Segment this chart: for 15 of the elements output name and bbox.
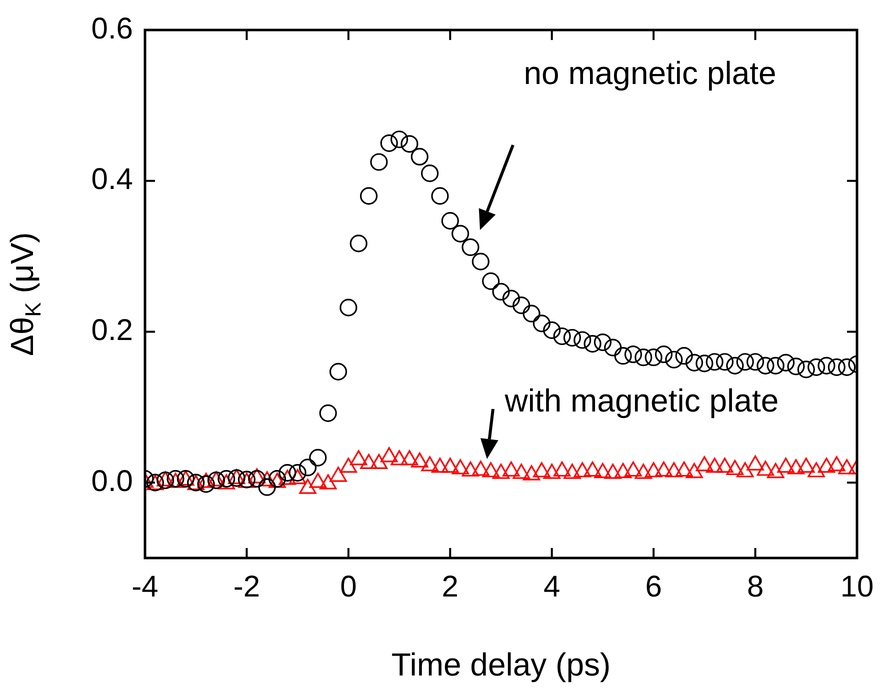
x-tick-label: 6: [645, 570, 662, 604]
x-tick-label: -2: [233, 570, 260, 604]
annotation: with magnetic plate: [504, 382, 779, 418]
y-tick-label: 0.2: [91, 314, 133, 347]
y-tick-label: 0.4: [91, 163, 133, 196]
x-tick-label: 8: [746, 570, 764, 604]
x-tick-label: 0: [340, 570, 357, 604]
x-tick-label: 10: [840, 570, 874, 604]
x-tick-label: 4: [544, 570, 560, 604]
x-axis-title: Time delay (ps): [391, 646, 611, 683]
x-tick-label: -4: [132, 570, 158, 604]
annotation: no magnetic plate: [524, 54, 776, 91]
y-tick-label: 0.6: [91, 12, 133, 46]
y-tick-label: 0.0: [91, 464, 133, 498]
x-tick-label: 2: [442, 570, 458, 604]
